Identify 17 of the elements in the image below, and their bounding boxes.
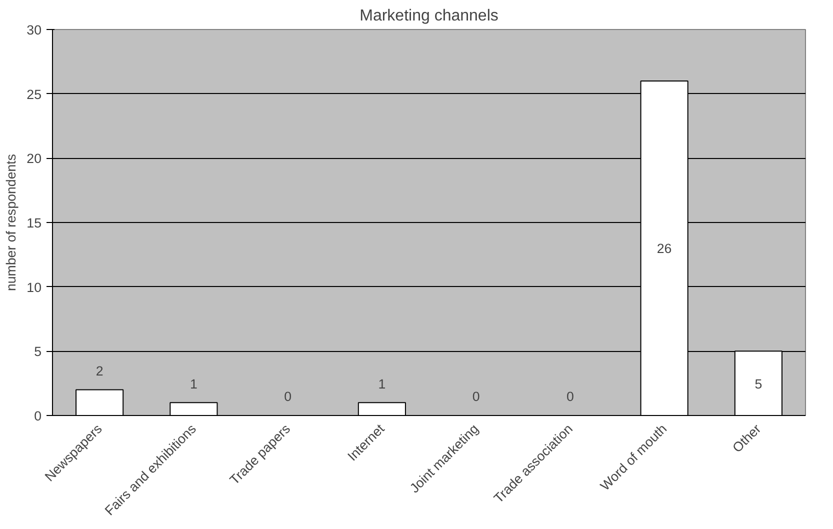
y-tick-label: 5: [34, 344, 42, 360]
y-axis-title: number of respondents: [4, 154, 19, 292]
data-label: 26: [656, 241, 672, 256]
data-label: 5: [754, 376, 762, 392]
y-tick-label: 25: [26, 86, 42, 102]
y-tick-label: 0: [34, 408, 42, 424]
data-label: 1: [378, 376, 386, 392]
data-label: 2: [96, 363, 104, 378]
data-label: 0: [566, 389, 574, 404]
data-label: 1: [190, 376, 198, 392]
y-tick-label: 20: [26, 151, 42, 166]
y-tick-label: 15: [26, 216, 42, 230]
y-tick-label: 10: [26, 280, 42, 295]
data-label: 0: [284, 389, 292, 404]
y-tick-label: 30: [26, 22, 42, 38]
data-label: 0: [472, 389, 480, 404]
chart-title: Marketing channels: [360, 8, 498, 24]
